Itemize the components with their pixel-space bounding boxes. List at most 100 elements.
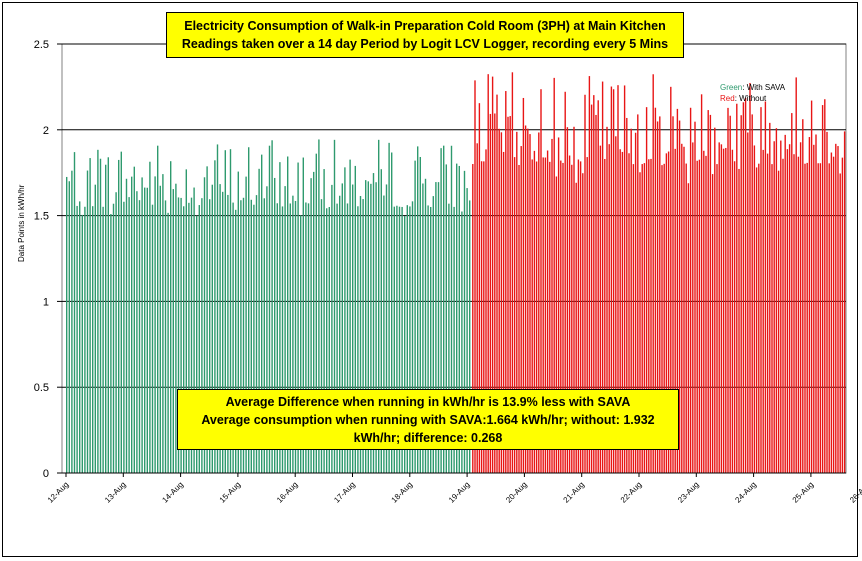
data-bar — [637, 114, 639, 474]
data-bar — [79, 201, 81, 473]
data-bar — [172, 189, 174, 473]
data-bar — [315, 153, 317, 473]
data-bar — [367, 181, 369, 474]
data-bar — [628, 153, 630, 473]
data-bar — [744, 97, 747, 474]
data-bar — [414, 160, 416, 473]
data-bar — [632, 164, 635, 473]
data-bar — [120, 151, 122, 473]
data-bar — [802, 119, 804, 474]
x-tick-label: 21-Aug — [562, 480, 587, 505]
data-bar — [698, 159, 701, 473]
data-bar — [456, 163, 458, 473]
data-bar — [511, 72, 514, 474]
data-bar — [196, 215, 198, 473]
data-bar — [626, 117, 628, 474]
data-bar — [808, 137, 811, 474]
data-bar — [621, 151, 624, 473]
data-bar — [793, 154, 795, 473]
data-bar — [263, 198, 265, 474]
data-bar — [463, 170, 466, 473]
data-bar — [716, 164, 718, 473]
data-bar — [513, 157, 516, 474]
data-bar — [318, 139, 320, 473]
y-axis-label: Data Points in kWh/hr — [17, 184, 26, 262]
y-tick-label: 1 — [43, 296, 49, 308]
data-bar — [810, 100, 813, 473]
legend-prefix: Green — [720, 83, 743, 92]
data-bar — [753, 145, 756, 473]
data-bar — [518, 164, 520, 474]
data-bar — [469, 200, 471, 473]
data-bar — [271, 140, 273, 473]
y-tick-label: 0 — [43, 468, 49, 480]
data-bar — [201, 198, 203, 473]
data-bar — [843, 131, 846, 473]
data-bar — [496, 94, 498, 474]
data-bar — [623, 85, 626, 473]
data-bar — [606, 126, 608, 473]
data-bar — [502, 151, 505, 473]
data-bar — [76, 205, 78, 473]
data-bar — [224, 150, 226, 473]
data-bar — [819, 163, 822, 474]
data-bar — [610, 86, 613, 473]
data-bar — [435, 182, 437, 473]
data-bar — [780, 140, 782, 473]
annotation-line: Average Difference when running in kWh/h… — [225, 395, 631, 409]
data-bar — [571, 164, 573, 474]
data-bar — [216, 144, 219, 473]
chart-title-box: Electricity Consumption of Walk-in Prepa… — [166, 12, 684, 58]
data-bar — [568, 155, 571, 473]
data-bar — [806, 162, 808, 473]
data-bar — [615, 136, 617, 474]
data-bar — [144, 187, 146, 473]
data-bar — [538, 132, 540, 473]
data-bar — [131, 176, 133, 473]
data-bar — [718, 142, 720, 473]
data-bar — [795, 77, 797, 473]
data-bar — [453, 206, 455, 473]
data-bar — [707, 110, 709, 473]
data-bar — [590, 104, 593, 473]
x-tick-label: 22-Aug — [619, 480, 644, 505]
data-bar — [498, 128, 500, 474]
data-bar — [720, 144, 723, 473]
data-bar — [738, 168, 740, 473]
data-bar — [830, 152, 833, 473]
data-bar — [281, 206, 284, 473]
data-bar — [766, 153, 769, 473]
data-bar — [370, 183, 372, 473]
x-tick-label: 25-Aug — [791, 480, 816, 505]
data-bar — [73, 152, 76, 473]
data-bar — [775, 128, 778, 473]
data-bar — [773, 141, 775, 473]
data-bar — [81, 214, 83, 473]
x-tick-label: 24-Aug — [733, 480, 758, 505]
data-bar — [674, 148, 676, 474]
data-bar — [406, 205, 408, 473]
data-bar — [588, 76, 591, 473]
data-bar — [595, 114, 597, 474]
data-bar — [722, 148, 725, 473]
data-bar — [97, 149, 99, 473]
data-bar — [747, 132, 749, 474]
data-bar — [323, 169, 325, 473]
data-bar — [422, 183, 424, 473]
data-bar — [110, 214, 112, 473]
data-bar — [268, 145, 271, 473]
data-bar — [232, 202, 234, 473]
data-bar — [839, 173, 841, 474]
data-bar — [66, 176, 68, 473]
legend-entry-without: Red: Without — [720, 94, 767, 103]
data-bar — [417, 146, 419, 473]
data-bar — [294, 200, 297, 474]
data-bar — [359, 196, 362, 473]
data-bar — [328, 207, 330, 473]
data-bar — [404, 216, 406, 474]
data-bar — [612, 89, 615, 473]
x-tick-label: 18-Aug — [390, 480, 415, 505]
data-bar — [659, 116, 661, 474]
data-bar — [507, 116, 509, 474]
data-bar — [786, 149, 789, 473]
